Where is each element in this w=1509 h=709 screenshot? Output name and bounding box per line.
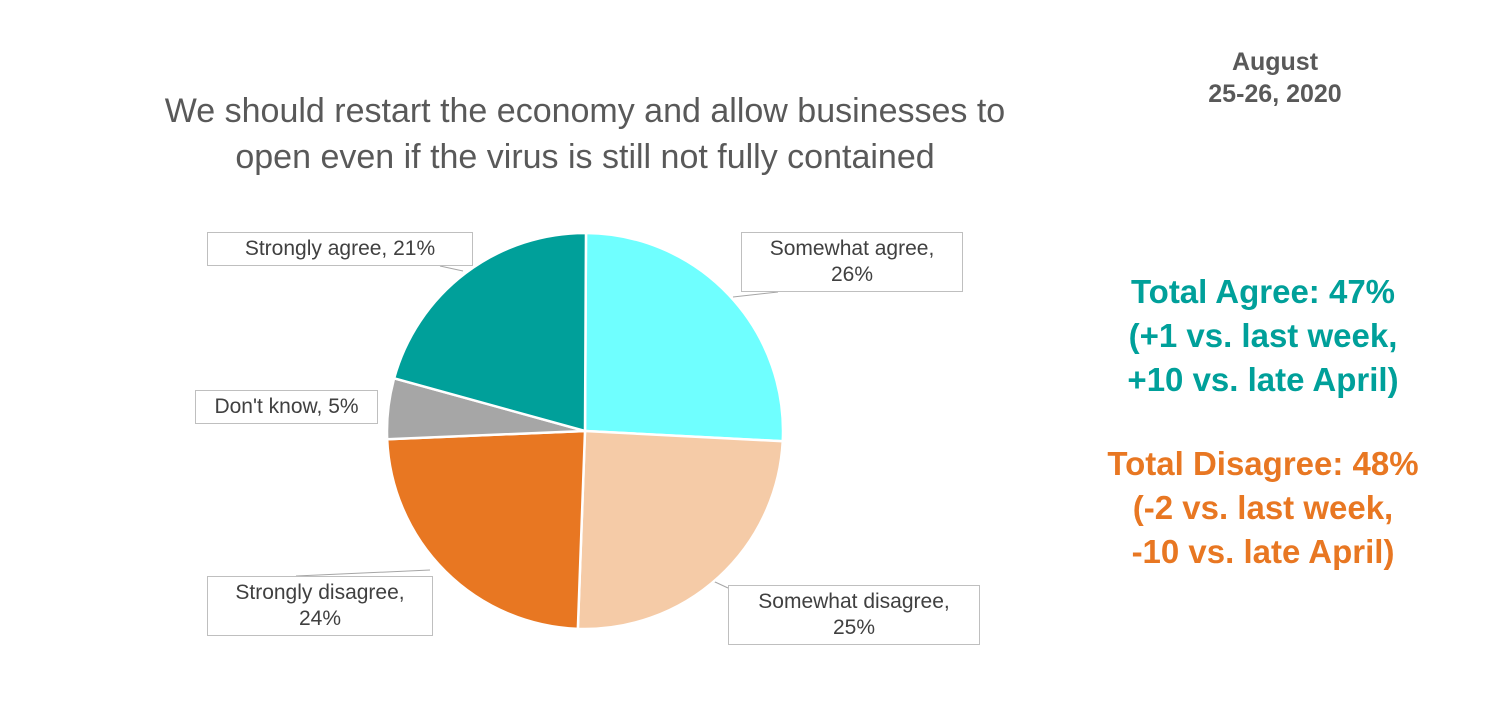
chart-title-line-2: open even if the virus is still not full…	[235, 138, 935, 176]
pie-slice-somewhat-disagree	[576, 429, 784, 631]
date-label-line-1: August	[1231, 48, 1319, 76]
total-disagree-summary: Total Disagree: 48% (-2 vs. last week, -…	[1063, 442, 1463, 574]
leader-line-strongly-agree	[439, 265, 464, 272]
data-label-dont-know-text: Don't know, 5%	[214, 395, 359, 418]
data-label-dont-know: Don't know, 5%	[195, 390, 378, 424]
data-label-strongly-disagree: Strongly disagree, 24%	[207, 576, 433, 636]
data-label-somewhat-agree: Somewhat agree, 26%	[741, 232, 963, 292]
chart-title-line-1: We should restart the economy and allow …	[164, 92, 1006, 130]
pie-slice-strongly-agree	[392, 231, 588, 433]
leader-line-somewhat-agree	[732, 291, 779, 298]
pie-slice-strongly-disagree	[385, 429, 587, 631]
total-disagree-line-2: (-2 vs. last week,	[1132, 489, 1394, 526]
data-label-somewhat-disagree-line-1: Somewhat disagree,	[758, 590, 950, 613]
data-label-strongly-agree-text: Strongly agree, 21%	[244, 237, 436, 260]
total-agree-line-2: (+1 vs. last week,	[1128, 317, 1398, 354]
data-label-strongly-agree: Strongly agree, 21%	[207, 232, 473, 266]
total-agree-line-3: +10 vs. late April)	[1127, 361, 1399, 398]
date-label: August 25-26, 2020	[1160, 46, 1390, 110]
total-agree-summary: Total Agree: 47% (+1 vs. last week, +10 …	[1063, 270, 1463, 402]
total-disagree-line-1: Total Disagree: 48%	[1107, 445, 1419, 482]
leader-line-strongly-disagree	[295, 569, 431, 577]
pie-slices	[385, 231, 785, 631]
total-agree-line-1: Total Agree: 47%	[1130, 273, 1396, 310]
data-label-somewhat-disagree: Somewhat disagree, 25%	[728, 585, 980, 645]
chart-title: We should restart the economy and allow …	[85, 88, 1085, 180]
data-label-somewhat-agree-line-1: Somewhat agree,	[769, 237, 935, 260]
data-label-strongly-disagree-line-1: Strongly disagree,	[235, 581, 405, 604]
pie-slice-somewhat-agree	[583, 231, 785, 443]
data-label-strongly-disagree-line-2: 24%	[298, 607, 342, 630]
date-label-line-2: 25-26, 2020	[1208, 80, 1342, 108]
data-label-somewhat-disagree-line-2: 25%	[832, 616, 876, 639]
total-disagree-line-3: -10 vs. late April)	[1131, 533, 1395, 570]
data-label-somewhat-agree-line-2: 26%	[830, 263, 874, 286]
